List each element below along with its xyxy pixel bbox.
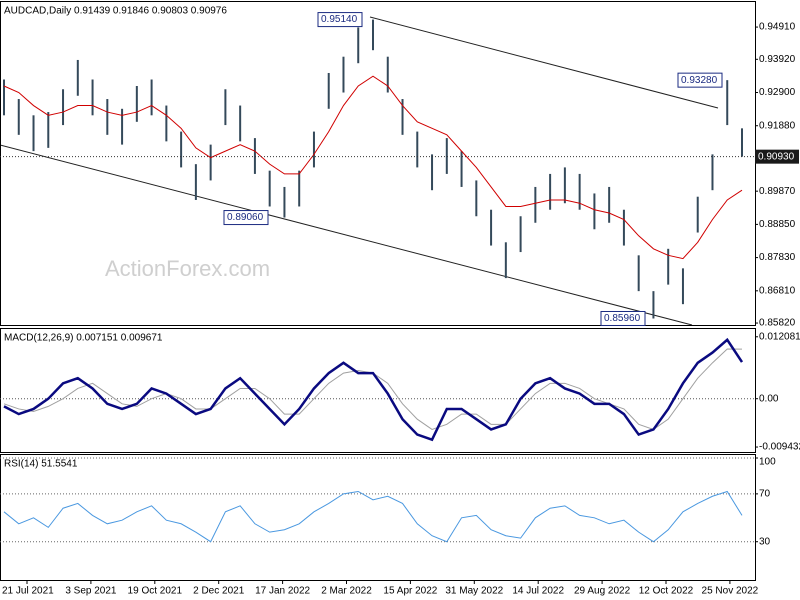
x-tick-label: 25 Nov 2022	[702, 586, 759, 597]
y-tick-label: 0.012081	[759, 331, 800, 342]
y-tick-label: 0.87830	[759, 252, 796, 263]
x-tick-label: 15 Apr 2022	[383, 586, 437, 597]
channel-lower	[0, 144, 693, 326]
y-tick-label: 30	[759, 536, 771, 547]
annotation-box	[600, 310, 646, 326]
y-tick-label: 0.91880	[759, 120, 796, 131]
annotation-box	[677, 72, 723, 88]
panel	[0, 328, 756, 453]
series-line	[3, 337, 744, 442]
annotation-label: 0.95140	[321, 14, 358, 25]
x-tick-label: 21 Jul 2021	[2, 586, 54, 597]
annotation-box	[317, 12, 363, 28]
series-line	[3, 490, 743, 543]
x-tick-label: 19 Oct 2021	[128, 586, 183, 597]
x-tick-label: 2 Dec 2021	[193, 586, 245, 597]
x-tick-label: 14 Jul 2022	[512, 586, 564, 597]
y-tick-label: 0.86810	[759, 285, 796, 296]
panel-title: MACD(12,26,9) 0.007151 0.009671	[4, 333, 163, 344]
channel-upper	[369, 16, 719, 109]
y-tick-label: 0.92900	[759, 87, 796, 98]
x-tick-label: 17 Jan 2022	[255, 586, 310, 597]
annotation-box	[223, 210, 269, 226]
x-tick-label: 2 Mar 2022	[321, 586, 372, 597]
y-tick-label: 0.85820	[759, 318, 796, 329]
annotation-label: 0.93280	[681, 75, 718, 86]
watermark: ActionForex.com	[105, 256, 270, 281]
x-tick-label: 12 Oct 2022	[639, 586, 694, 597]
last-price-label: 0.90930	[758, 151, 795, 162]
last-price-box	[755, 149, 799, 164]
x-tick-label: 31 May 2022	[445, 586, 503, 597]
y-tick-label: 70	[759, 489, 771, 500]
annotation-label: 0.85960	[604, 313, 641, 324]
y-tick-label: 0.94910	[759, 22, 796, 33]
x-tick-label: 29 Aug 2022	[574, 586, 631, 597]
y-tick-label: 0.88850	[759, 219, 796, 230]
y-tick-label: 0.93920	[759, 54, 796, 65]
y-tick-label: 0.00	[759, 393, 779, 404]
x-tick-label: 3 Sep 2021	[65, 586, 117, 597]
y-tick-label: -0.009432	[759, 442, 800, 453]
y-tick-label: 100	[759, 457, 776, 468]
panel	[0, 454, 756, 581]
annotation-label: 0.89060	[227, 212, 264, 223]
panel-title: RSI(14) 51.5541	[4, 459, 78, 470]
y-tick-label: 0.89870	[759, 186, 796, 197]
moving-average	[3, 75, 743, 260]
panel-title: AUDCAD,Daily 0.91439 0.91846 0.90803 0.9…	[4, 6, 227, 17]
